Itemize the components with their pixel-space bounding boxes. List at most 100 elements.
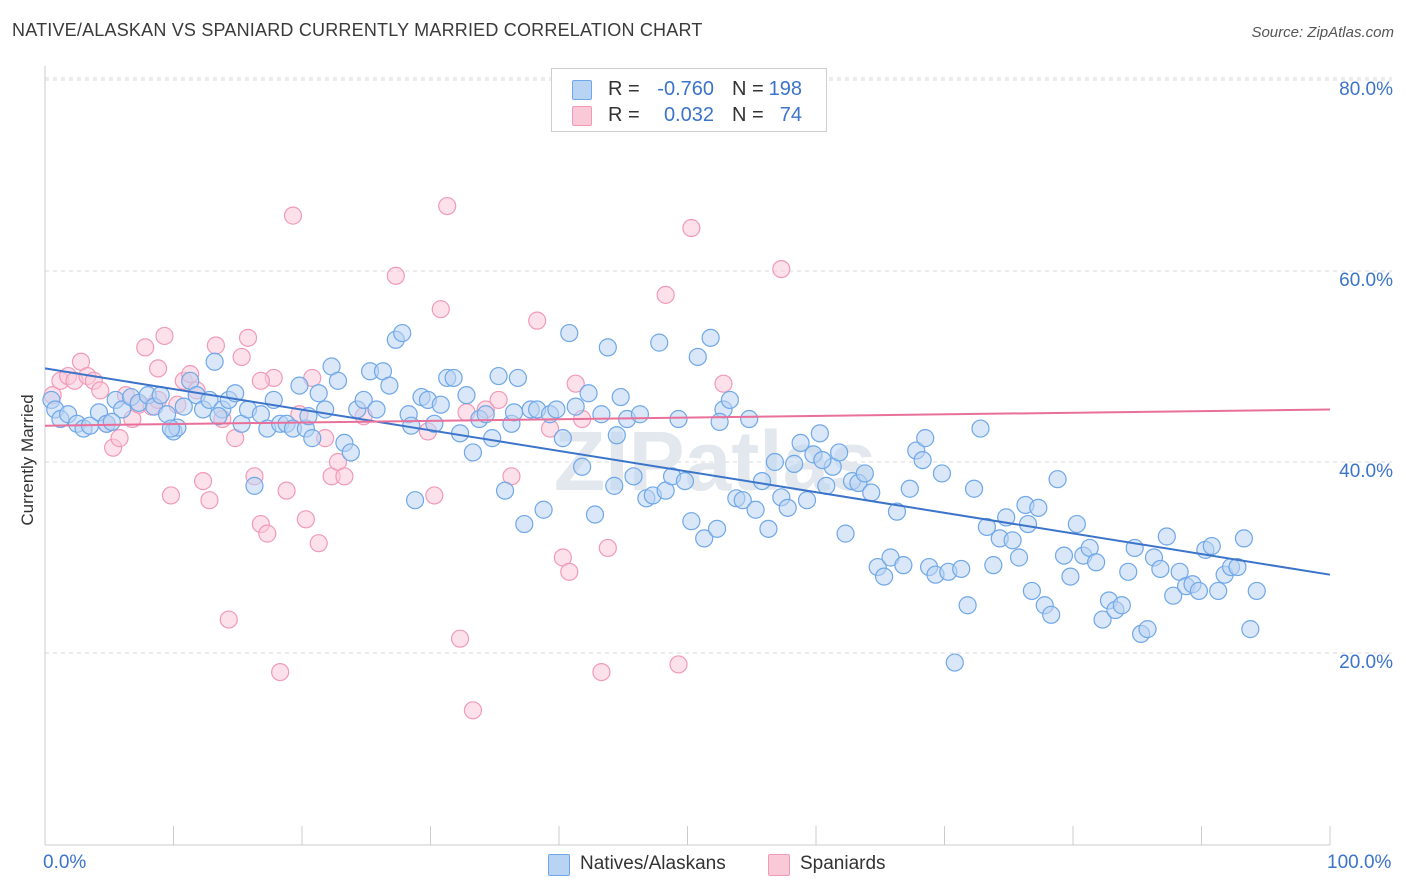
native-point xyxy=(733,491,752,510)
native-point xyxy=(1009,548,1029,567)
spaniard-point xyxy=(682,218,701,238)
native-point xyxy=(1138,620,1157,639)
native-point xyxy=(290,376,309,395)
native-point xyxy=(161,419,181,438)
native-point xyxy=(579,384,598,403)
x-tick-min: 0.0% xyxy=(43,852,87,873)
native-point xyxy=(444,368,463,388)
native-point xyxy=(1067,514,1086,534)
x-tick-max: 100.0% xyxy=(1327,852,1392,873)
native-point xyxy=(977,517,997,537)
native-point xyxy=(785,454,804,474)
native-point xyxy=(817,476,836,495)
spaniard-point xyxy=(296,510,315,529)
native-point xyxy=(1234,529,1254,548)
native-point xyxy=(607,426,626,445)
native-point xyxy=(875,567,894,586)
native-point xyxy=(585,505,605,524)
spaniard-point xyxy=(238,328,258,347)
spaniard-point xyxy=(193,472,213,491)
native-point xyxy=(1189,581,1209,601)
native-point xyxy=(720,390,740,410)
spaniard-point xyxy=(219,610,238,629)
spaniard-point xyxy=(714,374,733,393)
native-point xyxy=(1048,470,1067,489)
native-point xyxy=(495,481,515,500)
stats-legend-row-natives: R = -0.760 N = 198 xyxy=(552,75,826,101)
legend-label: Natives/Alaskans xyxy=(580,853,726,874)
y-tick-label: 80.0% xyxy=(1339,79,1393,100)
native-point xyxy=(1228,557,1247,577)
spaniard-point xyxy=(425,486,444,505)
native-point xyxy=(354,390,373,410)
y-axis-label: Currently Married xyxy=(18,394,37,526)
native-point xyxy=(316,400,335,419)
native-point xyxy=(457,386,476,405)
spaniard-point xyxy=(309,534,328,553)
spaniard-point xyxy=(232,347,251,367)
spaniard-point xyxy=(450,629,470,648)
spaniard-point xyxy=(528,311,547,330)
spaniard-point xyxy=(91,381,110,400)
native-point xyxy=(759,519,778,538)
spaniard-point xyxy=(277,481,296,500)
data-points xyxy=(42,75,1266,720)
native-point xyxy=(855,464,874,483)
native-point xyxy=(245,476,264,495)
native-point xyxy=(1157,527,1176,546)
native-point xyxy=(752,472,772,491)
native-point xyxy=(1202,536,1221,556)
native-point xyxy=(887,502,907,521)
native-point xyxy=(598,338,617,357)
y-tick-label: 60.0% xyxy=(1339,270,1393,291)
native-point xyxy=(367,400,386,419)
native-point xyxy=(964,479,984,498)
native-point xyxy=(682,512,701,531)
native-point xyxy=(1029,498,1048,517)
native-point xyxy=(952,559,971,579)
native-point xyxy=(303,429,322,448)
native-point xyxy=(701,328,720,347)
spaniard-point xyxy=(258,524,277,543)
native-point xyxy=(483,429,502,448)
native-point xyxy=(328,371,348,390)
native-point xyxy=(1093,610,1112,629)
native-point xyxy=(913,450,932,470)
native-point xyxy=(1209,581,1228,601)
n-value: 198 xyxy=(768,78,802,100)
spaniard-point xyxy=(155,326,174,346)
trend-lines xyxy=(44,367,1331,576)
native-point xyxy=(740,409,759,429)
native-point xyxy=(405,491,425,510)
native-point xyxy=(393,323,412,343)
native-point xyxy=(765,452,784,472)
spaniard-point xyxy=(669,655,688,674)
native-point xyxy=(695,529,714,548)
native-point xyxy=(836,524,855,543)
native-point xyxy=(508,368,527,388)
spaniard-point xyxy=(592,662,611,682)
stats-legend-row-spaniards: R = 0.032 N = 74 xyxy=(552,101,826,127)
native-point xyxy=(1151,559,1170,579)
y-tick-label: 20.0% xyxy=(1339,652,1393,673)
native-point xyxy=(830,443,849,462)
native-point xyxy=(1042,605,1061,624)
native-point xyxy=(515,514,534,534)
native-point xyxy=(984,556,1003,575)
native-point xyxy=(624,467,643,486)
native-point xyxy=(151,386,170,405)
y-tick-label: 40.0% xyxy=(1339,461,1393,482)
native-point xyxy=(380,376,399,395)
r-value: 0.032 xyxy=(663,104,714,126)
spaniard-point xyxy=(206,336,226,355)
axes xyxy=(44,66,1331,846)
native-point xyxy=(174,397,193,416)
native-point xyxy=(791,433,810,452)
native-point xyxy=(504,403,524,422)
native-point xyxy=(630,405,650,424)
native-point xyxy=(746,500,765,519)
native-point xyxy=(431,395,450,414)
spaniard-point xyxy=(136,338,155,357)
spaniard-point xyxy=(386,266,405,285)
